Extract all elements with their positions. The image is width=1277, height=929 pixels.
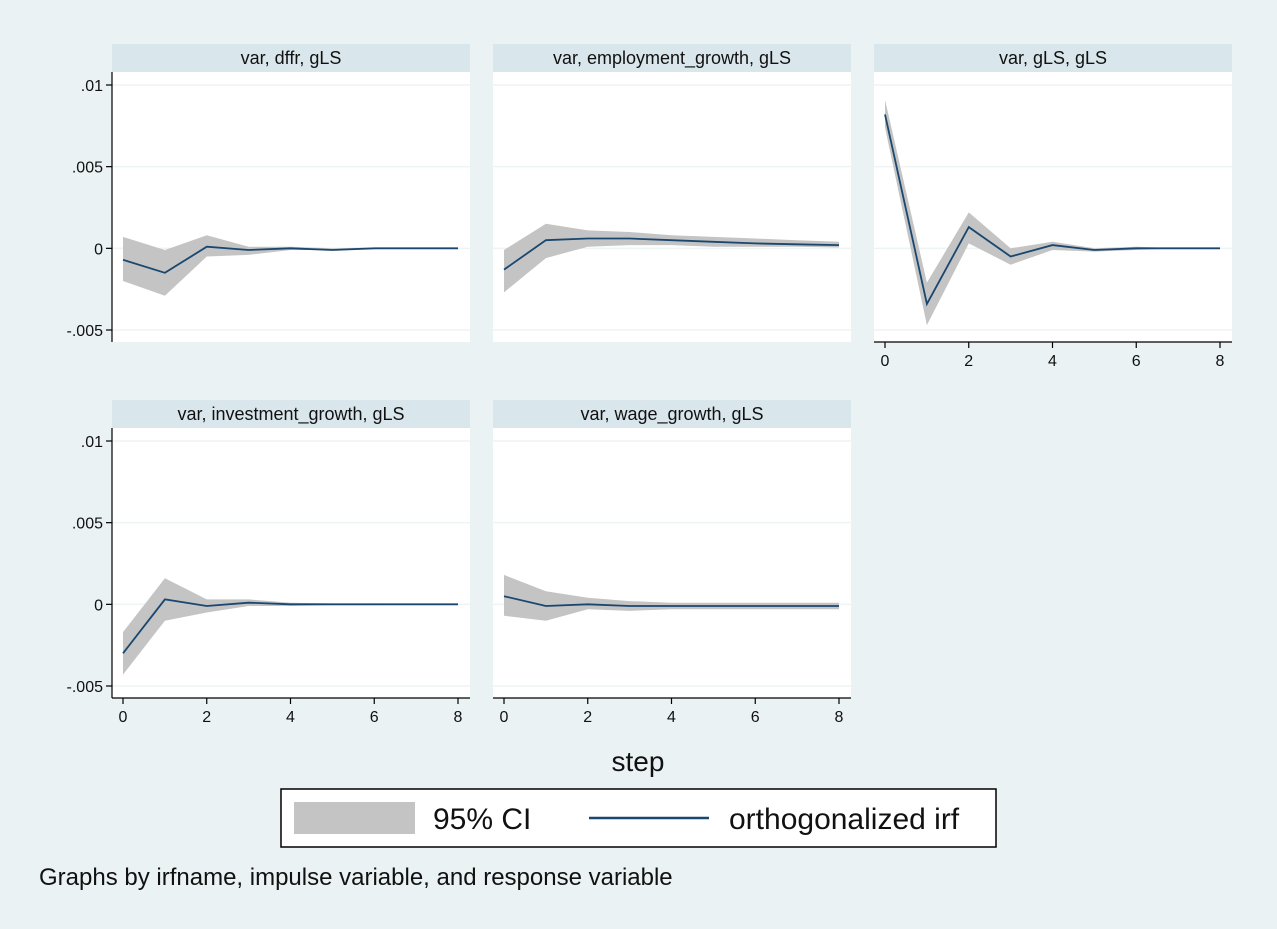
x-tick-label: 8 bbox=[835, 709, 844, 726]
x-tick-label: 6 bbox=[1132, 353, 1141, 370]
ci-band bbox=[504, 223, 839, 293]
plot-area bbox=[112, 428, 470, 698]
irf-line bbox=[503, 595, 839, 607]
irf-line bbox=[884, 114, 1220, 307]
ci-band bbox=[123, 235, 458, 296]
x-axis-title: step bbox=[612, 746, 665, 777]
panel-2: var, employment_growth, gLS bbox=[493, 44, 851, 342]
x-tick-label: 2 bbox=[964, 353, 973, 370]
panel-title: var, wage_growth, gLS bbox=[580, 404, 763, 425]
panel-title: var, gLS, gLS bbox=[999, 48, 1107, 68]
irf-line bbox=[122, 598, 458, 654]
y-tick-label: .01 bbox=[81, 78, 103, 95]
y-tick-label: .005 bbox=[72, 516, 103, 533]
y-tick-label: -.005 bbox=[67, 679, 104, 696]
x-tick-label: 2 bbox=[583, 709, 592, 726]
legend-ci-swatch bbox=[294, 802, 415, 834]
y-tick-label: 0 bbox=[94, 597, 103, 614]
panel-strip bbox=[493, 400, 851, 428]
legend-irf-label: orthogonalized irf bbox=[729, 803, 960, 836]
panel-strip bbox=[112, 400, 470, 428]
x-tick-label: 4 bbox=[286, 709, 295, 726]
x-tick-label: 8 bbox=[454, 709, 463, 726]
x-tick-label: 8 bbox=[1216, 353, 1225, 370]
panel-4: var, investment_growth, gLS -.005 0 .005 .01… bbox=[67, 400, 470, 726]
y-tick-label: 0 bbox=[94, 241, 103, 258]
x-tick-label: 0 bbox=[119, 709, 128, 726]
x-tick-label: 4 bbox=[667, 709, 676, 726]
panel-5: var, wage_growth, gLS 0 2 4 6 8 bbox=[493, 400, 851, 726]
irf-line bbox=[122, 245, 458, 274]
y-tick-label: -.005 bbox=[67, 323, 104, 340]
panel-3: var, gLS, gLS 0 2 4 6 8 bbox=[874, 44, 1232, 370]
plot-area bbox=[112, 72, 470, 342]
x-tick-label: 0 bbox=[500, 709, 509, 726]
panels-layer: var, dffr, gLS -.005 0 .005 .01 var, employme… bbox=[67, 44, 1232, 726]
plot-area bbox=[493, 72, 851, 342]
panel-1: var, dffr, gLS -.005 0 .005 .01 bbox=[67, 44, 470, 342]
ci-band bbox=[123, 578, 458, 675]
panel-title: var, employment_growth, gLS bbox=[553, 48, 791, 69]
x-tick-label: 4 bbox=[1048, 353, 1057, 370]
x-tick-label: 2 bbox=[202, 709, 211, 726]
x-tick-label: 0 bbox=[881, 353, 890, 370]
legend: 95% CI orthogonalized irf bbox=[280, 788, 997, 848]
legend-ci-label: 95% CI bbox=[433, 803, 531, 836]
panel-strip bbox=[112, 44, 470, 72]
panel-title: var, dffr, gLS bbox=[241, 48, 342, 68]
panel-title: var, investment_growth, gLS bbox=[177, 404, 404, 425]
y-tick-label: .01 bbox=[81, 434, 103, 451]
y-tick-label: .005 bbox=[72, 160, 103, 177]
irf-line bbox=[503, 237, 840, 271]
graph-note: Graphs by irfname, impulse variable, and… bbox=[39, 864, 673, 891]
plot-area bbox=[493, 428, 851, 698]
panel-strip bbox=[874, 44, 1232, 72]
panel-strip bbox=[493, 44, 851, 72]
ci-band bbox=[504, 574, 839, 621]
x-tick-label: 6 bbox=[370, 709, 379, 726]
x-tick-label: 6 bbox=[751, 709, 760, 726]
